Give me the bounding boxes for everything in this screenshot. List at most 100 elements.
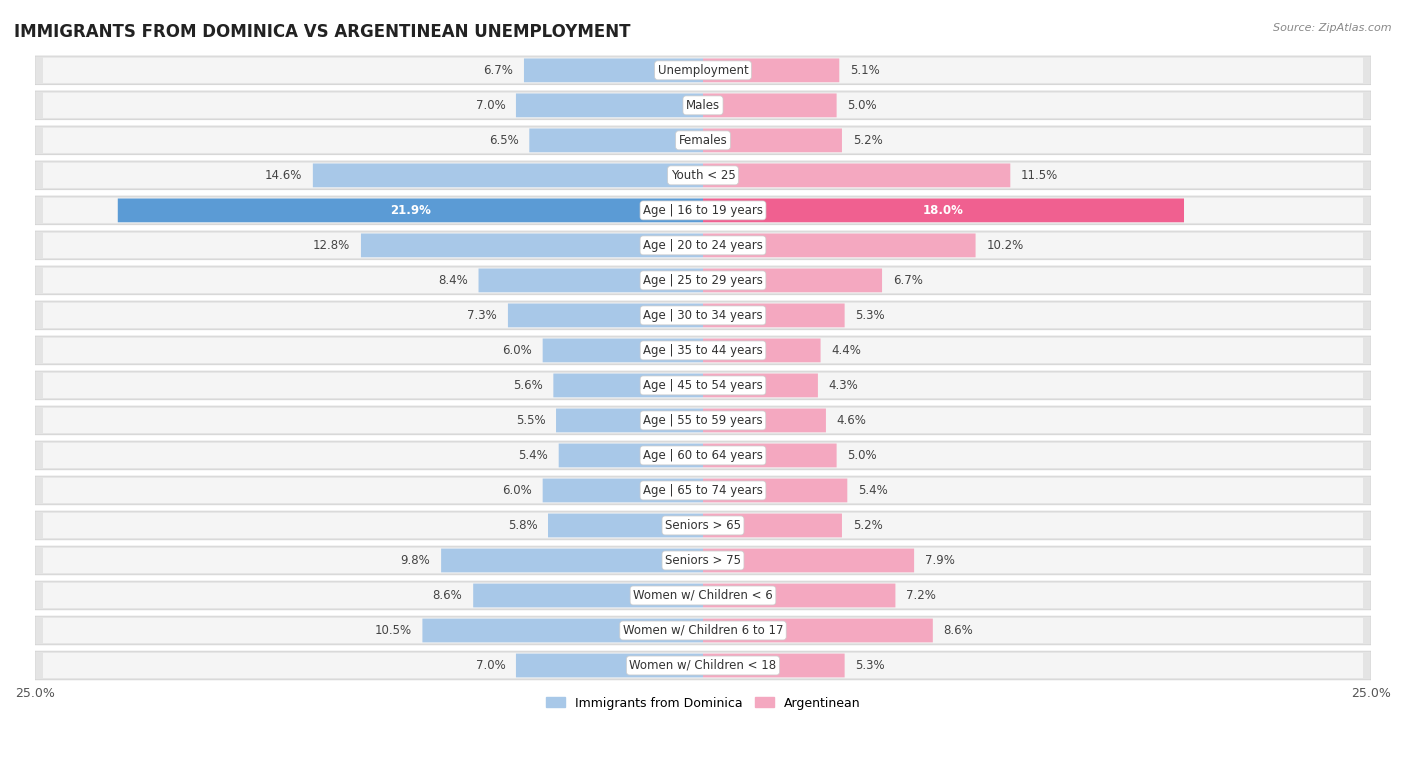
FancyBboxPatch shape <box>35 581 1371 610</box>
Text: 5.3%: 5.3% <box>855 659 884 672</box>
FancyBboxPatch shape <box>508 304 703 327</box>
FancyBboxPatch shape <box>44 548 1362 573</box>
Text: Age | 45 to 54 years: Age | 45 to 54 years <box>643 379 763 392</box>
Text: 5.3%: 5.3% <box>855 309 884 322</box>
Text: 5.0%: 5.0% <box>848 99 877 112</box>
Text: 10.2%: 10.2% <box>986 239 1024 252</box>
Text: 12.8%: 12.8% <box>314 239 350 252</box>
Text: 18.0%: 18.0% <box>924 204 965 217</box>
FancyBboxPatch shape <box>703 653 845 678</box>
FancyBboxPatch shape <box>703 338 821 363</box>
FancyBboxPatch shape <box>35 616 1371 645</box>
FancyBboxPatch shape <box>35 371 1371 400</box>
FancyBboxPatch shape <box>44 478 1362 503</box>
FancyBboxPatch shape <box>361 233 703 257</box>
FancyBboxPatch shape <box>703 478 848 503</box>
Text: Age | 20 to 24 years: Age | 20 to 24 years <box>643 239 763 252</box>
FancyBboxPatch shape <box>35 91 1371 120</box>
FancyBboxPatch shape <box>44 583 1362 608</box>
FancyBboxPatch shape <box>35 231 1371 260</box>
FancyBboxPatch shape <box>35 301 1371 330</box>
FancyBboxPatch shape <box>524 58 703 83</box>
FancyBboxPatch shape <box>44 303 1362 328</box>
FancyBboxPatch shape <box>118 198 703 223</box>
FancyBboxPatch shape <box>703 373 818 397</box>
FancyBboxPatch shape <box>703 198 1184 223</box>
Text: 5.4%: 5.4% <box>519 449 548 462</box>
Text: Females: Females <box>679 134 727 147</box>
FancyBboxPatch shape <box>558 444 703 467</box>
Text: 5.0%: 5.0% <box>848 449 877 462</box>
FancyBboxPatch shape <box>44 653 1362 678</box>
FancyBboxPatch shape <box>703 444 837 467</box>
FancyBboxPatch shape <box>44 268 1362 293</box>
FancyBboxPatch shape <box>35 126 1371 154</box>
FancyBboxPatch shape <box>35 651 1371 680</box>
Text: 7.3%: 7.3% <box>467 309 498 322</box>
Text: Youth < 25: Youth < 25 <box>671 169 735 182</box>
FancyBboxPatch shape <box>703 93 837 117</box>
FancyBboxPatch shape <box>478 269 703 292</box>
Text: Seniors > 75: Seniors > 75 <box>665 554 741 567</box>
FancyBboxPatch shape <box>703 618 932 643</box>
FancyBboxPatch shape <box>703 584 896 607</box>
Text: 8.4%: 8.4% <box>439 274 468 287</box>
FancyBboxPatch shape <box>44 618 1362 643</box>
Text: 4.6%: 4.6% <box>837 414 866 427</box>
Text: 5.6%: 5.6% <box>513 379 543 392</box>
Text: 4.4%: 4.4% <box>831 344 860 357</box>
FancyBboxPatch shape <box>703 269 882 292</box>
FancyBboxPatch shape <box>35 161 1371 190</box>
FancyBboxPatch shape <box>441 549 703 572</box>
Legend: Immigrants from Dominica, Argentinean: Immigrants from Dominica, Argentinean <box>541 692 865 715</box>
Text: 21.9%: 21.9% <box>389 204 430 217</box>
Text: Age | 16 to 19 years: Age | 16 to 19 years <box>643 204 763 217</box>
FancyBboxPatch shape <box>35 441 1371 470</box>
Text: Males: Males <box>686 99 720 112</box>
FancyBboxPatch shape <box>35 336 1371 365</box>
FancyBboxPatch shape <box>703 513 842 537</box>
Text: Age | 25 to 29 years: Age | 25 to 29 years <box>643 274 763 287</box>
FancyBboxPatch shape <box>35 511 1371 540</box>
FancyBboxPatch shape <box>44 443 1362 468</box>
Text: 8.6%: 8.6% <box>943 624 973 637</box>
Text: 9.8%: 9.8% <box>401 554 430 567</box>
Text: 4.3%: 4.3% <box>828 379 858 392</box>
FancyBboxPatch shape <box>35 546 1371 575</box>
Text: 5.4%: 5.4% <box>858 484 887 497</box>
Text: Age | 60 to 64 years: Age | 60 to 64 years <box>643 449 763 462</box>
FancyBboxPatch shape <box>35 406 1371 435</box>
Text: 10.5%: 10.5% <box>374 624 412 637</box>
FancyBboxPatch shape <box>35 266 1371 294</box>
Text: Unemployment: Unemployment <box>658 64 748 77</box>
FancyBboxPatch shape <box>35 196 1371 225</box>
FancyBboxPatch shape <box>703 129 842 152</box>
FancyBboxPatch shape <box>44 198 1362 223</box>
Text: Age | 65 to 74 years: Age | 65 to 74 years <box>643 484 763 497</box>
Text: 7.0%: 7.0% <box>475 659 505 672</box>
Text: 5.2%: 5.2% <box>852 519 883 532</box>
FancyBboxPatch shape <box>703 58 839 83</box>
FancyBboxPatch shape <box>516 653 703 678</box>
FancyBboxPatch shape <box>703 549 914 572</box>
Text: Age | 55 to 59 years: Age | 55 to 59 years <box>643 414 763 427</box>
Text: 7.9%: 7.9% <box>925 554 955 567</box>
Text: Women w/ Children 6 to 17: Women w/ Children 6 to 17 <box>623 624 783 637</box>
FancyBboxPatch shape <box>44 408 1362 433</box>
Text: 5.1%: 5.1% <box>851 64 880 77</box>
FancyBboxPatch shape <box>516 93 703 117</box>
FancyBboxPatch shape <box>35 476 1371 505</box>
Text: 6.7%: 6.7% <box>893 274 922 287</box>
Text: 5.8%: 5.8% <box>508 519 537 532</box>
FancyBboxPatch shape <box>703 304 845 327</box>
FancyBboxPatch shape <box>474 584 703 607</box>
Text: IMMIGRANTS FROM DOMINICA VS ARGENTINEAN UNEMPLOYMENT: IMMIGRANTS FROM DOMINICA VS ARGENTINEAN … <box>14 23 630 41</box>
FancyBboxPatch shape <box>44 233 1362 258</box>
FancyBboxPatch shape <box>35 56 1371 85</box>
Text: Source: ZipAtlas.com: Source: ZipAtlas.com <box>1274 23 1392 33</box>
Text: Women w/ Children < 6: Women w/ Children < 6 <box>633 589 773 602</box>
FancyBboxPatch shape <box>44 93 1362 118</box>
Text: Seniors > 65: Seniors > 65 <box>665 519 741 532</box>
FancyBboxPatch shape <box>44 128 1362 153</box>
FancyBboxPatch shape <box>314 164 703 187</box>
